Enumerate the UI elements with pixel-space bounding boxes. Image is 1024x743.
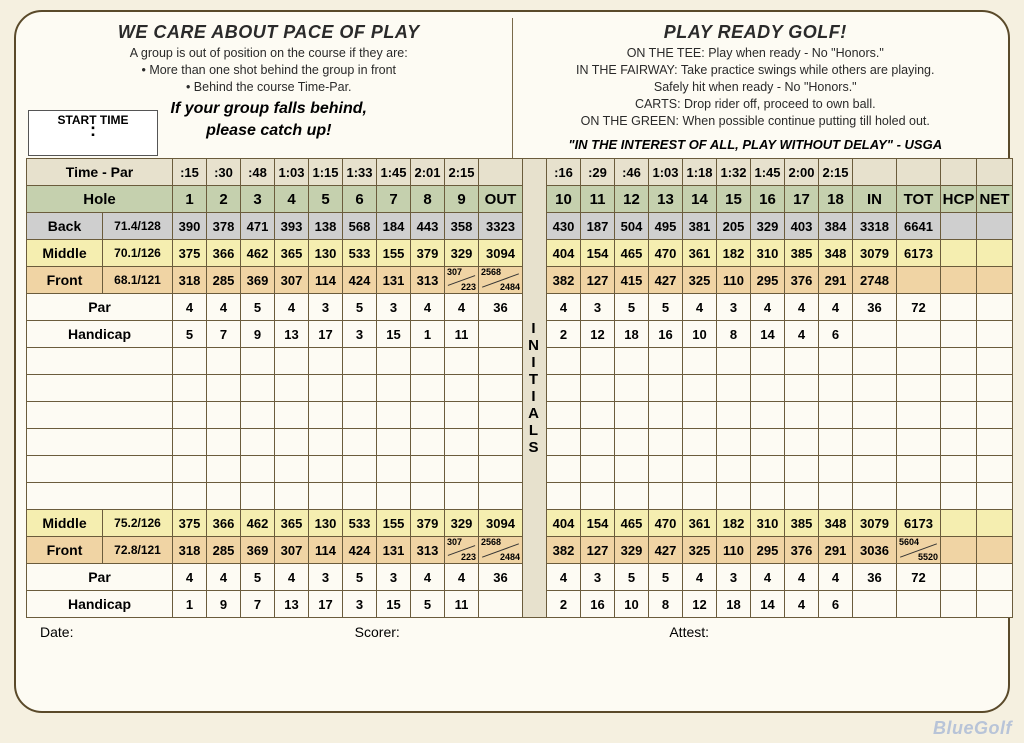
initials-column[interactable]: INITIALS	[523, 159, 547, 618]
scorecard: WE CARE ABOUT PACE OF PLAY A group is ou…	[14, 10, 1010, 713]
footer-date[interactable]: Date:	[40, 624, 355, 640]
row-player-3[interactable]	[27, 402, 1013, 429]
scorecard-table: Time - Par:15:30:481:031:151:331:452:012…	[26, 158, 1013, 618]
row-hole: Hole123456789OUT101112131415161718INTOTH…	[27, 186, 1013, 213]
row-front-tee-bot: Front72.8/121318285369307114424131313307…	[27, 537, 1013, 564]
row-player-2[interactable]	[27, 375, 1013, 402]
row-handicap-bot: Handicap197131731551121610812181446	[27, 591, 1013, 618]
footer: Date: Scorer: Attest:	[26, 618, 998, 640]
row-timepar: Time - Par:15:30:481:031:151:331:452:012…	[27, 159, 1013, 186]
row-par-bot: Par445435344364355434443672	[27, 564, 1013, 591]
ready-line2: IN THE FAIRWAY: Take practice swings whi…	[525, 62, 987, 79]
ready-title: PLAY READY GOLF!	[525, 22, 987, 43]
footer-scorer[interactable]: Scorer:	[355, 624, 670, 640]
row-middle-tee-top: Middle70.1/12637536646236513053315537932…	[27, 240, 1013, 267]
pace-line2: • More than one shot behind the group in…	[38, 62, 500, 79]
watermark: BlueGolf	[933, 718, 1012, 739]
usga-quote: "IN THE INTEREST OF ALL, PLAY WITHOUT DE…	[525, 137, 987, 152]
start-time-box[interactable]: START TIME :	[28, 110, 158, 156]
start-time-colon: :	[29, 125, 157, 135]
header-right: PLAY READY GOLF! ON THE TEE: Play when r…	[513, 18, 999, 158]
row-player-1[interactable]	[27, 348, 1013, 375]
ready-line4: CARTS: Drop rider off, proceed to own ba…	[525, 96, 987, 113]
row-handicap-top: Handicap579131731511121218161081446	[27, 321, 1013, 348]
footer-attest[interactable]: Attest:	[669, 624, 984, 640]
row-player-6[interactable]	[27, 483, 1013, 510]
header-left: WE CARE ABOUT PACE OF PLAY A group is ou…	[26, 18, 513, 158]
row-middle-tee-bot: Middle75.2/12637536646236513053315537932…	[27, 510, 1013, 537]
row-par-top: Par445435344364355434443672	[27, 294, 1013, 321]
row-player-5[interactable]	[27, 456, 1013, 483]
ready-line5: ON THE GREEN: When possible continue put…	[525, 113, 987, 130]
row-back-tee: Back71.4/1283903784713931385681844433583…	[27, 213, 1013, 240]
row-player-4[interactable]	[27, 429, 1013, 456]
ready-line3: Safely hit when ready - No "Honors."	[525, 79, 987, 96]
pace-line1: A group is out of position on the course…	[38, 45, 500, 62]
pace-line3: • Behind the course Time-Par.	[38, 79, 500, 96]
ready-line1: ON THE TEE: Play when ready - No "Honors…	[525, 45, 987, 62]
pace-title: WE CARE ABOUT PACE OF PLAY	[38, 22, 500, 43]
row-front-tee-top: Front68.1/121318285369307114424131313307…	[27, 267, 1013, 294]
header: WE CARE ABOUT PACE OF PLAY A group is ou…	[26, 18, 998, 158]
